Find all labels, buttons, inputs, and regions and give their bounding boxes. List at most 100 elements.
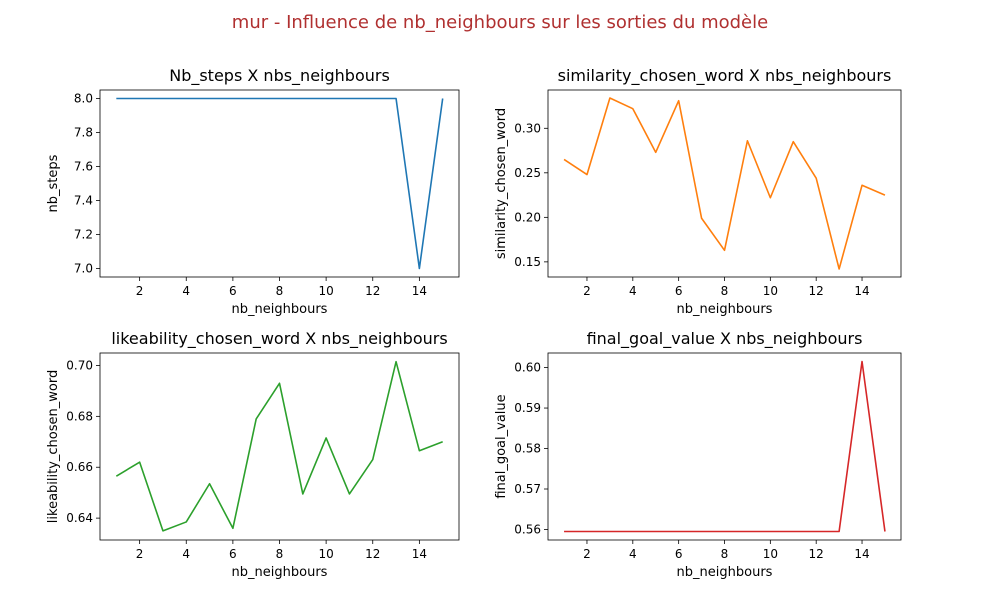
x-axis-label: nb_neighbours [677,302,773,317]
data-point [563,159,565,161]
x-tick-label: 8 [721,284,729,298]
x-tick-label: 6 [229,547,237,561]
x-tick-label: 4 [182,547,190,561]
data-point [419,268,421,270]
data-point [279,98,281,100]
x-tick-label: 6 [675,284,683,298]
data-point [185,98,187,100]
data-point [116,475,118,477]
data-point [724,249,726,251]
y-tick-label: 0.25 [514,166,541,180]
x-tick-label: 6 [675,547,683,561]
y-tick-label: 7.2 [74,228,93,242]
y-tick-label: 0.59 [514,401,541,415]
data-point [279,382,281,384]
data-point [701,531,703,533]
y-tick-label: 8.0 [74,92,93,106]
y-tick-label: 0.15 [514,255,541,269]
data-point [349,493,351,495]
data-point [302,98,304,100]
data-point [232,528,234,530]
x-tick-label: 10 [763,284,778,298]
data-point [861,184,863,186]
data-point [162,530,164,532]
data-point [632,531,634,533]
x-tick-label: 2 [583,284,591,298]
data-point [609,97,611,99]
data-point [372,459,374,461]
y-tick-label: 0.68 [66,409,93,423]
x-tick-label: 14 [412,284,427,298]
data-point [442,441,444,443]
x-tick-label: 12 [809,284,824,298]
series-line [563,97,886,270]
x-tick-label: 12 [809,547,824,561]
x-tick-label: 10 [318,284,333,298]
data-point [747,531,749,533]
x-tick-label: 2 [136,284,144,298]
x-tick-label: 14 [854,547,869,561]
y-tick-label: 7.0 [74,262,93,276]
subplot-title: similarity_chosen_word X nbs_neighbours [558,66,892,86]
y-tick-label: 0.70 [66,358,93,372]
data-point [395,98,397,100]
data-point [770,197,772,199]
data-point [884,194,886,196]
data-point [884,531,886,533]
data-point [792,141,794,143]
data-point [586,531,588,533]
x-tick-label: 10 [763,547,778,561]
x-axis-label: nb_neighbours [677,565,773,580]
data-point [349,98,351,100]
data-point [586,174,588,176]
data-point [395,361,397,363]
data-point [770,531,772,533]
data-point [609,531,611,533]
y-axis-label: similarity_chosen_word [494,108,509,259]
data-point [701,217,703,219]
data-point [724,531,726,533]
data-point [185,521,187,523]
x-tick-label: 8 [721,547,729,561]
series-line [564,360,886,533]
y-tick-label: 0.60 [514,361,541,375]
data-point [563,531,565,533]
axes-frame [547,352,902,541]
data-point [747,140,749,142]
data-point [655,152,657,154]
data-point [815,177,817,179]
y-tick-label: 7.4 [74,194,93,208]
subplot-title: Nb_steps X nbs_neighbours [169,66,390,86]
data-point [655,531,657,533]
y-tick-label: 0.30 [514,121,541,135]
x-tick-label: 4 [629,547,637,561]
y-axis-label: likeability_chosen_word [46,370,61,523]
data-point [861,361,863,363]
x-axis-label: nb_neighbours [232,565,328,580]
data-point [232,98,234,100]
data-point [325,98,327,100]
subplot-title: final_goal_value X nbs_neighbours [587,329,863,349]
data-point [678,100,680,102]
data-point [838,268,840,270]
data-point [116,98,118,100]
y-tick-label: 0.20 [514,210,541,224]
data-point [678,531,680,533]
axes-frame [99,352,460,541]
data-point [139,98,141,100]
data-point [325,437,327,439]
x-tick-label: 4 [629,284,637,298]
subplot-title: likeability_chosen_word X nbs_neighbours [111,329,447,349]
y-tick-label: 0.56 [514,522,541,536]
y-tick-label: 0.58 [514,442,541,456]
y-axis-label: nb_steps [46,154,61,212]
data-point [209,98,211,100]
data-point [255,98,257,100]
data-point [632,108,634,110]
data-point [209,483,211,485]
y-axis-label: final_goal_value [494,394,509,498]
data-point [815,531,817,533]
series-line [115,360,443,532]
x-tick-label: 12 [365,547,380,561]
